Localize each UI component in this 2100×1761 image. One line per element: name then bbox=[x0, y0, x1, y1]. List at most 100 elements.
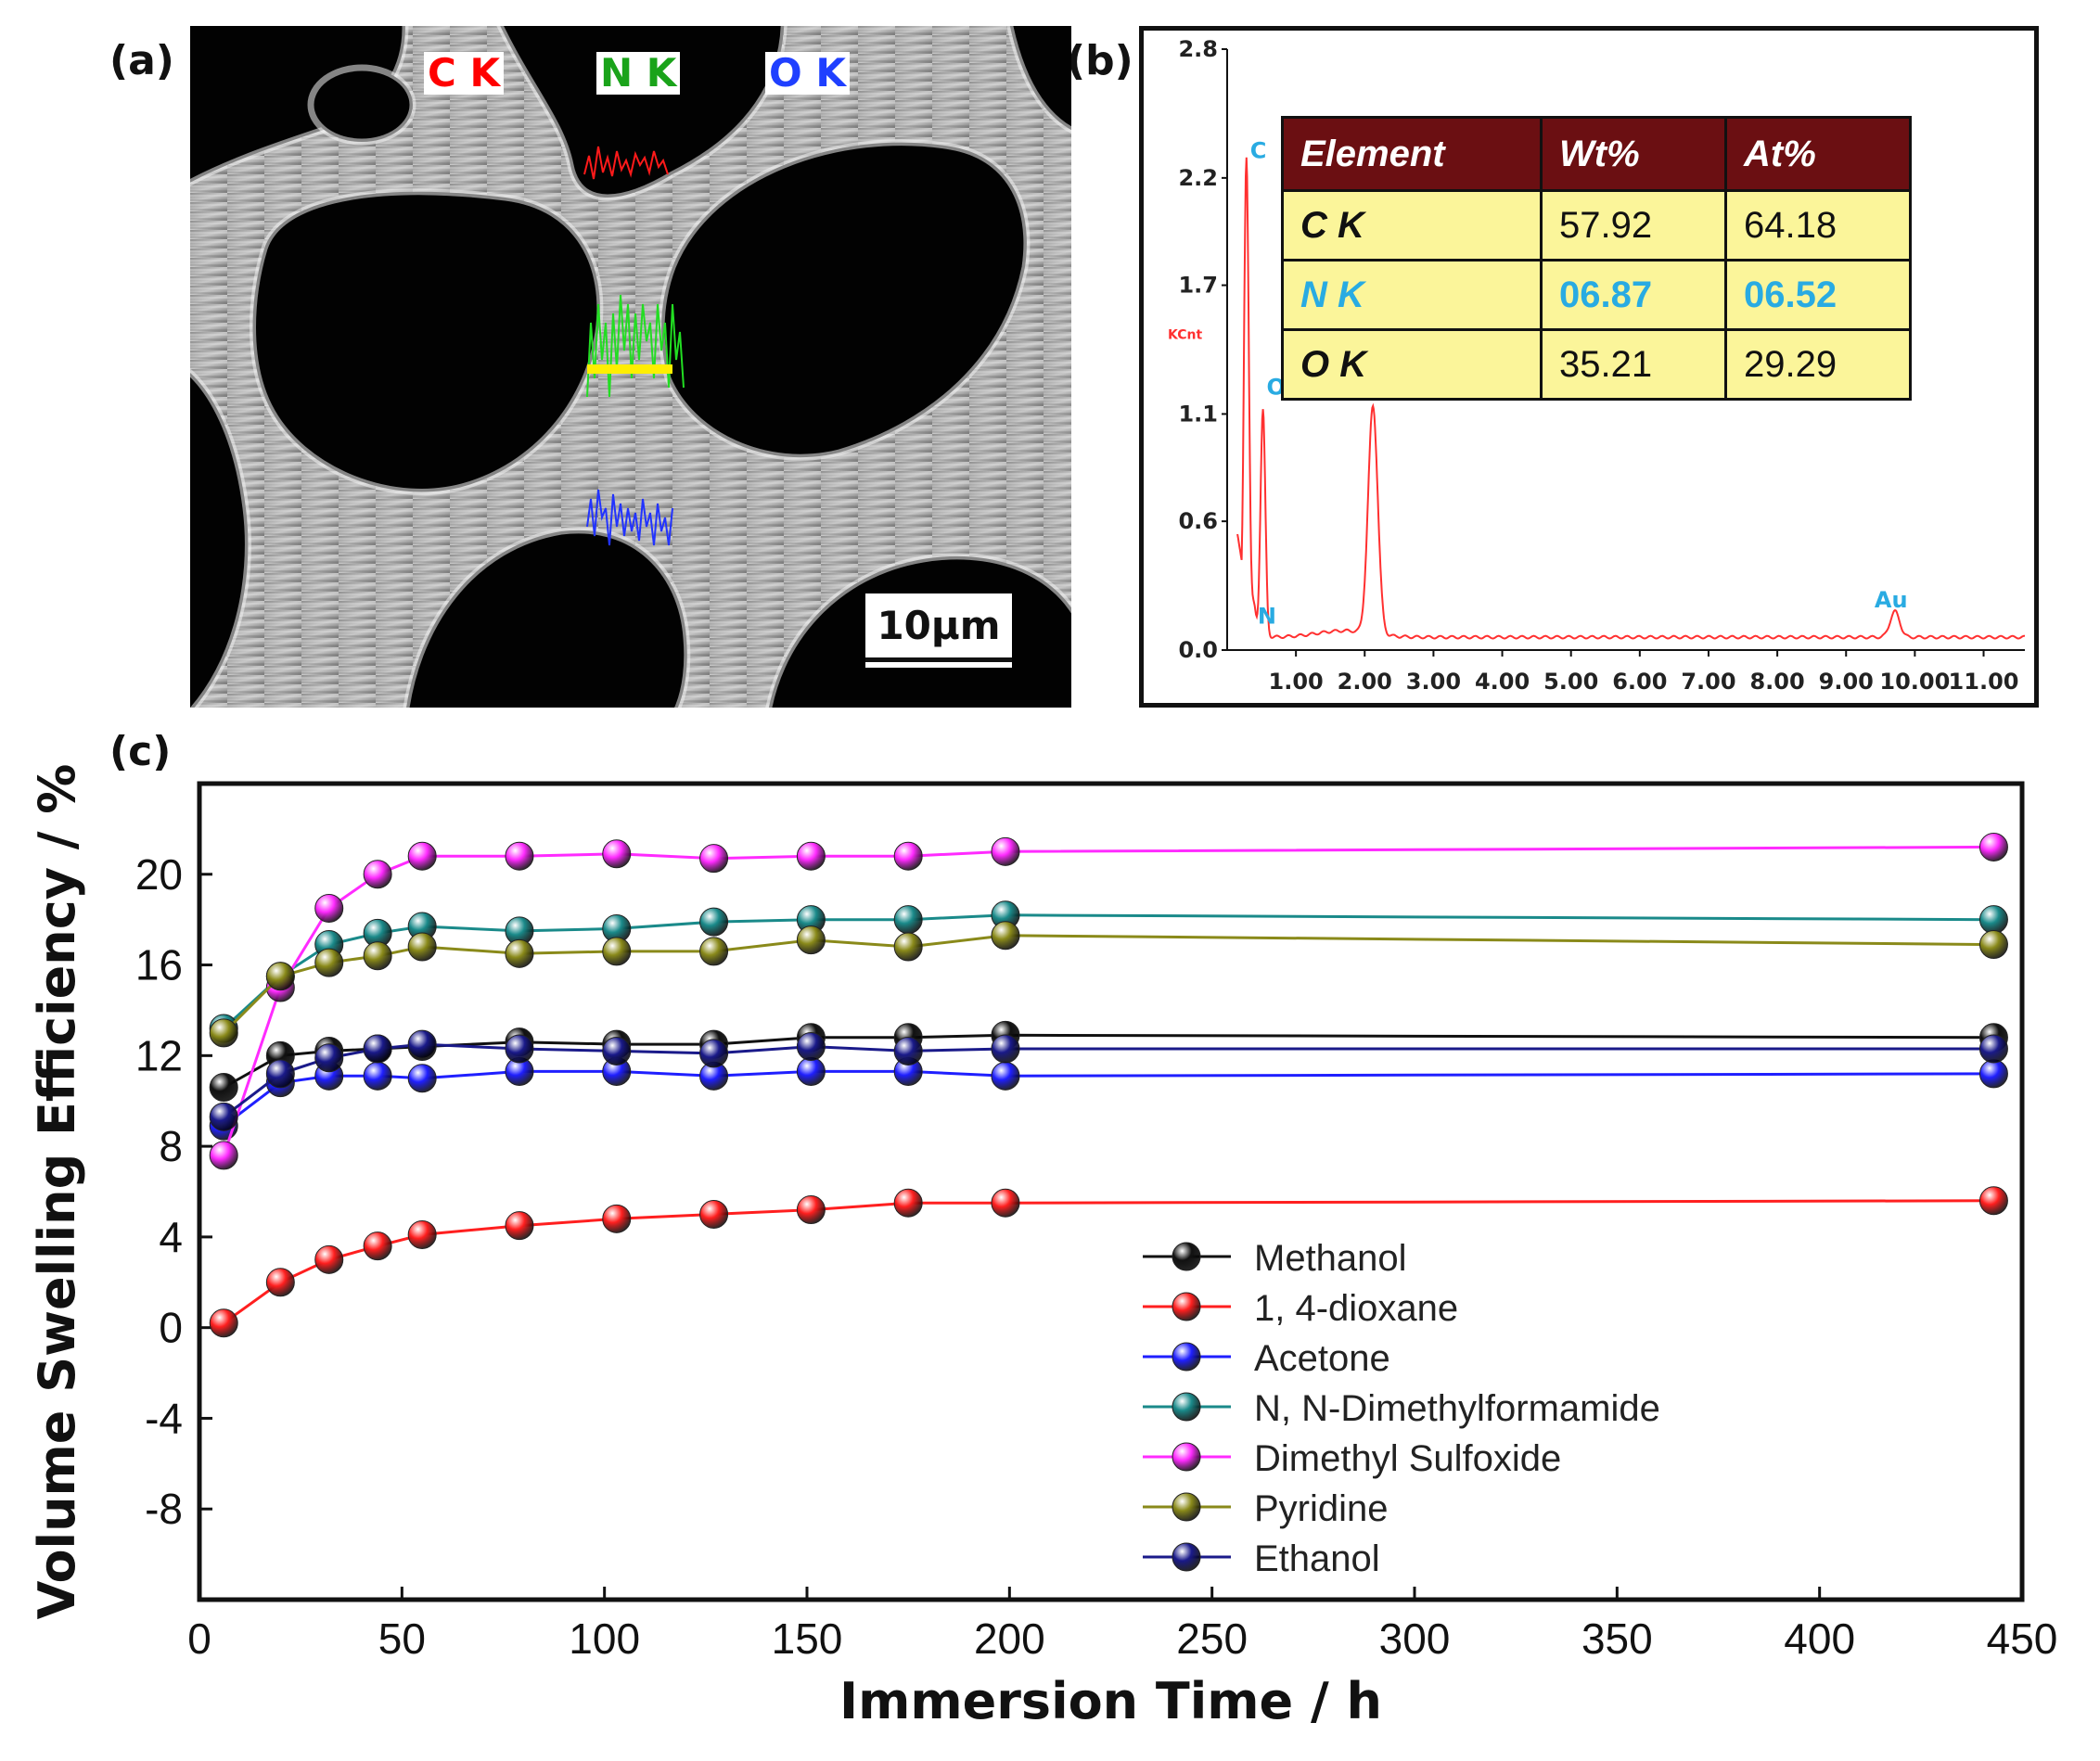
scale-bar-line bbox=[865, 657, 1012, 662]
eds-cell-wt: 35.21 bbox=[1540, 328, 1727, 401]
eds-x-tick-label: 5.00 bbox=[1543, 669, 1598, 695]
eds-x-tick-label: 10.00 bbox=[1879, 669, 1950, 695]
eds-header-at: At% bbox=[1724, 116, 1912, 192]
panel-label-a: (a) bbox=[109, 37, 174, 84]
eds-peak-label: C bbox=[1250, 138, 1267, 164]
data-point bbox=[602, 839, 632, 869]
eds-cell-element: O K bbox=[1281, 328, 1543, 401]
series-n-n-dimethylformamide bbox=[209, 900, 2008, 1043]
data-point bbox=[265, 1268, 295, 1297]
series-line bbox=[222, 845, 1994, 1156]
legend-label: 1, 4-dioxane bbox=[1254, 1288, 1458, 1329]
eds-y-tick-label: 2.2 bbox=[1178, 165, 1218, 191]
data-point bbox=[991, 1061, 1020, 1091]
y-tick-label: 20 bbox=[135, 850, 183, 899]
data-point bbox=[363, 1034, 392, 1064]
x-tick-label: 0 bbox=[187, 1614, 211, 1663]
eds-y-tick-label: 1.1 bbox=[1178, 401, 1218, 427]
x-tick-label: 100 bbox=[569, 1614, 640, 1663]
series-1-4-dioxane bbox=[209, 1186, 2008, 1338]
eds-x-tick-label: 4.00 bbox=[1475, 669, 1530, 695]
eds-cell-element: N K bbox=[1281, 259, 1543, 331]
y-tick-label: 4 bbox=[159, 1213, 183, 1261]
eds-table-row-o: O K 35.21 29.29 bbox=[1281, 328, 1912, 401]
data-point bbox=[796, 925, 826, 955]
sem-micrograph: C K N K O K 10μm bbox=[190, 26, 1071, 708]
data-point bbox=[363, 1231, 392, 1261]
y-tick-label: 12 bbox=[135, 1031, 183, 1079]
data-point bbox=[209, 1073, 238, 1103]
data-point bbox=[407, 841, 437, 871]
series-line bbox=[223, 1199, 1994, 1325]
x-tick-label: 200 bbox=[974, 1614, 1045, 1663]
data-point bbox=[209, 1018, 238, 1048]
series-ethanol bbox=[209, 1029, 2008, 1131]
eds-peak-label: N bbox=[1258, 604, 1276, 630]
eds-x-tick-label: 8.00 bbox=[1749, 669, 1804, 695]
eds-composition-table: Element Wt% At% C K 57.92 64.18 N K 06.8… bbox=[1281, 116, 1912, 401]
eds-table-row-c: C K 57.92 64.18 bbox=[1281, 189, 1912, 262]
data-point bbox=[407, 932, 437, 962]
data-point bbox=[602, 937, 632, 966]
legend-marker bbox=[1172, 1542, 1201, 1572]
data-point bbox=[505, 841, 534, 871]
data-point bbox=[505, 938, 534, 968]
data-point bbox=[699, 937, 729, 966]
data-point bbox=[991, 1034, 1020, 1064]
legend-label: Acetone bbox=[1254, 1338, 1390, 1379]
data-point bbox=[265, 1059, 295, 1089]
eds-table-header-row: Element Wt% At% bbox=[1281, 116, 1912, 192]
data-point bbox=[505, 1211, 534, 1241]
data-point bbox=[1978, 1186, 2008, 1216]
eds-cell-at: 06.52 bbox=[1724, 259, 1912, 331]
data-point bbox=[363, 860, 392, 889]
data-point bbox=[893, 1188, 923, 1218]
data-point bbox=[407, 1219, 437, 1249]
data-point bbox=[699, 844, 729, 874]
eds-cell-at: 29.29 bbox=[1724, 328, 1912, 401]
eds-table-row-n: N K 06.87 06.52 bbox=[1281, 259, 1912, 331]
data-point bbox=[796, 841, 826, 871]
eds-cell-at: 64.18 bbox=[1724, 189, 1912, 262]
data-point bbox=[209, 1308, 238, 1338]
data-point bbox=[699, 1039, 729, 1068]
data-point bbox=[314, 1244, 344, 1274]
data-point bbox=[314, 1043, 344, 1073]
legend-label: Pyridine bbox=[1254, 1488, 1389, 1529]
data-point bbox=[1978, 832, 2008, 861]
data-point bbox=[602, 1036, 632, 1066]
x-tick-label: 350 bbox=[1581, 1614, 1653, 1663]
x-tick-label: 400 bbox=[1784, 1614, 1855, 1663]
x-tick-label: 450 bbox=[1987, 1614, 2058, 1663]
eds-cell-wt: 06.87 bbox=[1540, 259, 1727, 331]
eds-header-wt: Wt% bbox=[1540, 116, 1727, 192]
eds-x-tick-label: 7.00 bbox=[1681, 669, 1735, 695]
data-point bbox=[991, 1188, 1020, 1218]
x-tick-label: 300 bbox=[1379, 1614, 1451, 1663]
data-point bbox=[796, 1056, 826, 1086]
y-tick-label: -4 bbox=[145, 1394, 183, 1442]
eds-y-tick-label: 2.8 bbox=[1178, 36, 1218, 62]
data-point bbox=[893, 1036, 923, 1066]
data-point bbox=[407, 1029, 437, 1059]
eds-header-element: Element bbox=[1281, 116, 1543, 192]
eds-cell-wt: 57.92 bbox=[1540, 189, 1727, 262]
legend-marker bbox=[1172, 1392, 1201, 1422]
legend-label: Dimethyl Sulfoxide bbox=[1254, 1438, 1561, 1479]
eds-cell-element: C K bbox=[1281, 189, 1543, 262]
y-tick-label: 16 bbox=[135, 941, 183, 989]
eds-peak-label: O bbox=[1267, 375, 1286, 401]
data-point bbox=[1978, 930, 2008, 960]
data-point bbox=[699, 907, 729, 937]
plot-frame bbox=[197, 781, 2025, 1602]
eds-x-tick-label: 3.00 bbox=[1406, 669, 1461, 695]
eds-x-tick-label: 11.00 bbox=[1949, 669, 2019, 695]
series-line bbox=[223, 1069, 1994, 1128]
eds-y-unit: KCnt bbox=[1168, 327, 1202, 342]
x-tick-label: 50 bbox=[378, 1614, 426, 1663]
data-point bbox=[265, 962, 295, 991]
legend-marker bbox=[1172, 1342, 1201, 1372]
data-point bbox=[505, 1034, 534, 1064]
eds-y-tick-label: 1.7 bbox=[1178, 273, 1218, 299]
series-dimethyl-sulfoxide bbox=[209, 832, 2008, 1170]
